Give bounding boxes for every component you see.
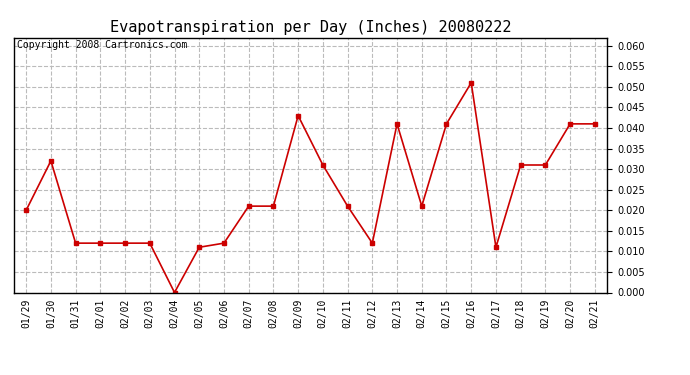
Text: Copyright 2008 Cartronics.com: Copyright 2008 Cartronics.com <box>17 40 187 50</box>
Title: Evapotranspiration per Day (Inches) 20080222: Evapotranspiration per Day (Inches) 2008… <box>110 20 511 35</box>
